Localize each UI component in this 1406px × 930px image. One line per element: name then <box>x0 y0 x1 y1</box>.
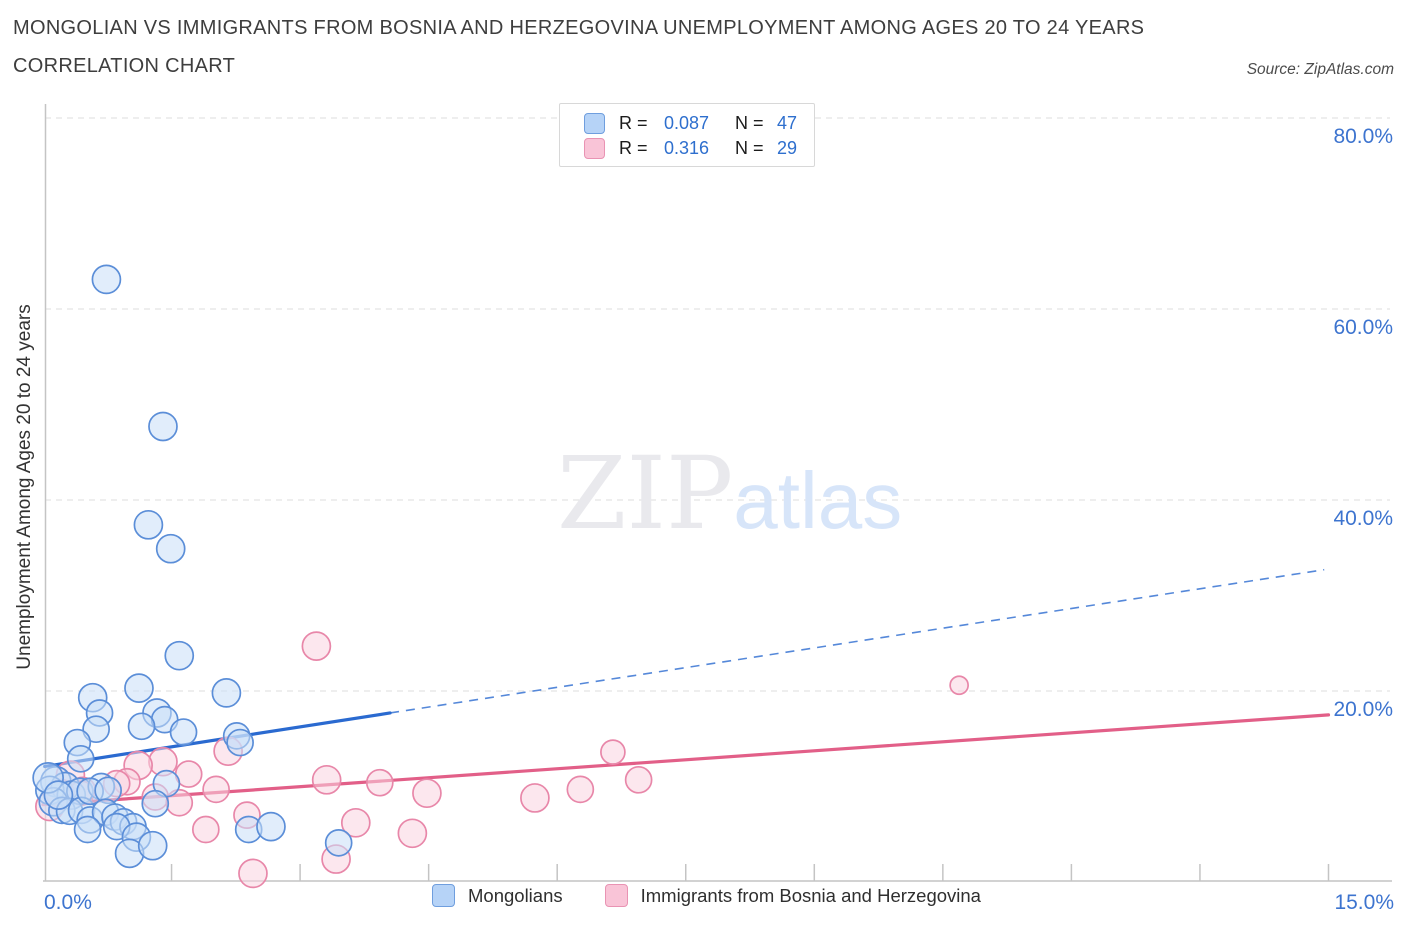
data-point-immigrants <box>520 783 550 813</box>
data-point-mongolians <box>82 715 110 744</box>
data-point-immigrants <box>412 778 442 809</box>
data-point-mongolians <box>137 830 168 861</box>
data-point-mongolians <box>43 780 74 810</box>
data-point-mongolians <box>127 712 156 741</box>
data-point-mongolians <box>141 789 170 818</box>
source-attribution: Source: ZipAtlas.com <box>1246 61 1394 78</box>
data-point-immigrants <box>238 858 268 889</box>
data-point-mongolians <box>169 718 198 746</box>
data-point-mongolians <box>66 744 95 773</box>
legend-item-mongolians: Mongolians <box>432 884 563 907</box>
data-point-immigrants <box>301 631 332 661</box>
immigrants-swatch-icon <box>584 138 605 159</box>
data-point-mongolians <box>133 509 164 540</box>
trend-line-dashed <box>389 568 1325 714</box>
data-point-mongolians <box>73 815 102 844</box>
data-point-immigrants <box>949 675 969 696</box>
legend-row-mongolians: R = 0.087 N = 47 <box>584 111 804 136</box>
r-label: R = <box>619 113 648 133</box>
mongolians-swatch-icon <box>432 884 455 907</box>
y-tick-label: 60.0% <box>1333 316 1393 339</box>
data-point-mongolians <box>164 640 195 671</box>
trend-line-solid <box>43 711 392 769</box>
data-point-immigrants <box>365 768 394 797</box>
data-point-immigrants <box>191 815 220 844</box>
legend-item-label: Immigrants from Bosnia and Herzegovina <box>640 884 981 906</box>
mongolians-swatch-icon <box>584 113 605 134</box>
r-value: 0.316 <box>663 138 709 158</box>
n-label: N = <box>735 113 764 133</box>
n-value: 47 <box>777 113 798 133</box>
series-legend: Mongolians Immigrants from Bosnia and He… <box>432 884 1023 907</box>
x-tick-label-min: 0.0% <box>44 891 92 914</box>
y-tick-label: 40.0% <box>1333 507 1393 530</box>
data-point-mongolians <box>324 828 353 857</box>
data-point-mongolians <box>226 728 254 757</box>
data-point-immigrants <box>340 807 371 838</box>
y-tick-label: 20.0% <box>1333 698 1393 721</box>
data-point-mongolians <box>256 811 286 842</box>
data-point-mongolians <box>211 678 242 708</box>
y-tick-label: 80.0% <box>1333 125 1393 148</box>
data-point-immigrants <box>566 775 595 804</box>
data-point-immigrants <box>311 764 342 795</box>
y-axis-title: Unemployment Among Ages 20 to 24 years <box>14 304 35 670</box>
page-title: MONGOLIAN VS IMMIGRANTS FROM BOSNIA AND … <box>13 17 1145 77</box>
immigrants-swatch-icon <box>604 884 628 907</box>
watermark-text: ZIPatlas <box>557 435 902 552</box>
data-point-mongolians <box>124 673 154 703</box>
legend-item-immigrants: Immigrants from Bosnia and Herzegovina <box>604 884 981 907</box>
trend-line-solid <box>41 713 1331 807</box>
data-point-immigrants <box>202 775 230 804</box>
data-point-mongolians <box>91 264 122 295</box>
n-value: 29 <box>777 138 798 158</box>
x-tick-label-max: 15.0% <box>1334 891 1394 914</box>
correlation-legend-box: R = 0.087 N = 47 R = 0.316 N = 29 <box>559 103 815 167</box>
data-point-immigrants <box>600 739 626 765</box>
data-point-immigrants <box>397 818 428 849</box>
data-point-immigrants <box>624 765 653 794</box>
r-label: R = <box>619 138 648 158</box>
legend-item-label: Mongolians <box>468 884 563 906</box>
n-label: N = <box>735 138 764 158</box>
data-point-mongolians <box>155 533 186 564</box>
legend-row-immigrants: R = 0.316 N = 29 <box>584 136 804 161</box>
data-point-mongolians <box>148 411 178 442</box>
r-value: 0.087 <box>663 113 709 133</box>
